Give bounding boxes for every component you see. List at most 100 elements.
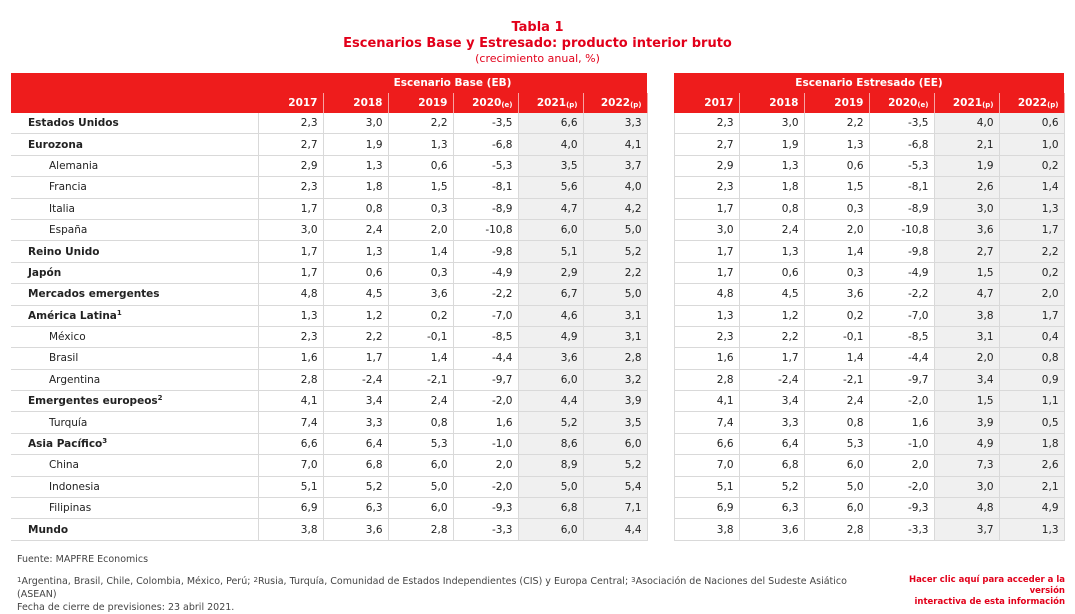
base-value-cell: 1,3	[387, 133, 453, 156]
stress-value-cell: 1,7	[673, 198, 739, 220]
stress-value-cell: 3,4	[933, 369, 999, 392]
header-blank-2	[11, 93, 258, 113]
row-label-text: Filipinas	[49, 502, 92, 515]
stress-value-cell: -0,1	[803, 326, 869, 349]
table-row: Japón 1,7 0,6 0,3 -4,9 2,9 2,2 1,7 0,6 0,3 -4,9 1,5…	[11, 262, 1065, 285]
base-value-cell: 6,3	[322, 497, 388, 520]
year-label: 2020	[888, 97, 918, 109]
base-value-cell: 2,2	[322, 326, 388, 349]
row-label: Emergentes europeos2	[11, 390, 258, 413]
table-row: México 2,3 2,2 -0,1 -8,5 4,9 3,1 2,3 2,2 -0,1 -8,5…	[11, 326, 1065, 349]
base-value-cell: 5,6	[517, 176, 583, 199]
base-value-cell: 1,3	[322, 240, 388, 263]
base-value-cell: 4,5	[322, 283, 388, 306]
stress-value-cell: 1,6	[868, 411, 934, 434]
base-value-cell: 1,8	[322, 176, 388, 199]
base-value-cell: 6,8	[517, 497, 583, 520]
stress-value-cell: -9,7	[868, 369, 934, 392]
stress-value-cell: 1,4	[803, 347, 869, 370]
year-qualifier: (e)	[917, 101, 929, 109]
stress-value-cell: -8,1	[868, 176, 934, 199]
table-row: Mundo 3,8 3,6 2,8 -3,3 6,0 4,4 3,8 3,6 2,8 -3,3 3,7…	[11, 518, 1065, 541]
stress-value-cell: -8,5	[868, 326, 934, 349]
stress-value-cell: 0,2	[803, 305, 869, 327]
stress-value-cell: -10,8	[868, 219, 934, 242]
stress-value-cell: -6,8	[868, 133, 934, 156]
stress-value-cell: 0,6	[738, 262, 804, 285]
row-label: China	[11, 454, 258, 477]
base-value-cell: 2,0	[452, 454, 518, 477]
row-gap	[647, 476, 674, 498]
row-gap	[647, 433, 674, 455]
link-line-1: Hacer clic aquí para acceder a la versió…	[908, 575, 1065, 596]
base-value-cell: 1,6	[257, 347, 323, 370]
stress-value-cell: 3,9	[933, 411, 999, 434]
base-value-cell: 6,8	[322, 454, 388, 477]
base-value-cell: 3,9	[582, 390, 648, 413]
base-value-cell: 3,6	[322, 518, 388, 541]
base-value-cell: 8,6	[517, 433, 583, 456]
base-value-cell: 5,1	[517, 240, 583, 263]
stress-value-cell: 0,8	[738, 198, 804, 220]
base-value-cell: -9,7	[452, 369, 518, 392]
stress-value-cell: 1,9	[933, 155, 999, 178]
footnote-list: 1Argentina, Brasil, Chile, Colombia, Méx…	[17, 576, 847, 600]
table-title: Escenarios Base y Estresado: producto in…	[343, 36, 732, 51]
base-value-cell: -6,8	[452, 133, 518, 156]
scenario-stress-header: Escenario Estresado (EE)	[674, 73, 1064, 93]
stress-value-cell: 2,4	[738, 219, 804, 242]
year-qualifier: (p)	[982, 101, 994, 109]
base-value-cell: 1,7	[322, 347, 388, 370]
base-year-header-3: 2020(e)	[453, 93, 519, 113]
base-value-cell: 1,2	[322, 305, 388, 327]
stress-value-cell: -4,9	[868, 262, 934, 285]
stress-value-cell: -2,4	[738, 369, 804, 392]
row-label: Asia Pacífico3	[11, 433, 258, 456]
base-value-cell: 6,9	[257, 497, 323, 520]
row-label-text: Indonesia	[49, 480, 100, 493]
base-value-cell: 2,9	[257, 155, 323, 178]
stress-value-cell: 5,3	[803, 433, 869, 456]
stress-value-cell: 5,1	[673, 476, 739, 499]
stress-value-cell: 2,4	[803, 390, 869, 413]
stress-year-header-5: 2022(p)	[999, 93, 1065, 113]
table-row: Italia 1,7 0,8 0,3 -8,9 4,7 4,2 1,7 0,8 0,3 -8,9 3,…	[11, 198, 1065, 220]
base-year-header-4: 2021(p)	[518, 93, 584, 113]
stress-value-cell: 6,0	[803, 497, 869, 520]
footnote-number: 1	[17, 576, 22, 584]
stress-value-cell: 3,1	[933, 326, 999, 349]
stress-value-cell: 2,7	[673, 133, 739, 156]
base-value-cell: 6,4	[322, 433, 388, 456]
stress-value-cell: 6,4	[738, 433, 804, 456]
stress-value-cell: -5,3	[868, 155, 934, 178]
base-value-cell: 4,0	[517, 133, 583, 156]
stress-value-cell: 3,6	[803, 283, 869, 306]
base-value-cell: 4,7	[517, 198, 583, 220]
base-value-cell: 7,0	[257, 454, 323, 477]
base-value-cell: -0,1	[387, 326, 453, 349]
year-header-gap	[647, 93, 674, 113]
stress-value-cell: 1,7	[998, 305, 1065, 327]
stress-value-cell: 3,6	[933, 219, 999, 242]
stress-value-cell: 1,3	[738, 155, 804, 178]
footnote-number: 3	[631, 576, 636, 584]
base-value-cell: 6,0	[517, 219, 583, 242]
base-value-cell: 2,3	[257, 326, 323, 349]
base-value-cell: 4,4	[517, 390, 583, 413]
base-value-cell: 2,3	[257, 176, 323, 199]
base-value-cell: 4,9	[517, 326, 583, 349]
base-value-cell: -9,8	[452, 240, 518, 263]
base-value-cell: 0,8	[387, 411, 453, 434]
interactive-version-link[interactable]: Hacer clic aquí para acceder a la versió…	[880, 575, 1065, 608]
stress-value-cell: 2,2	[738, 326, 804, 349]
year-label: 2017	[288, 97, 318, 109]
table-row: Francia 2,3 1,8 1,5 -8,1 5,6 4,0 2,3 1,8 1,5 -8,1 2…	[11, 176, 1065, 199]
base-value-cell: -3,3	[452, 518, 518, 541]
base-value-cell: -2,0	[452, 390, 518, 413]
table-row: Turquía 7,4 3,3 0,8 1,6 5,2 3,5 7,4 3,3 0,8 1,6 3,9…	[11, 411, 1065, 434]
base-value-cell: 3,8	[257, 518, 323, 541]
base-value-cell: 3,2	[582, 369, 648, 392]
base-value-cell: -2,1	[387, 369, 453, 392]
stress-value-cell: 3,0	[738, 113, 804, 135]
base-value-cell: 7,4	[257, 411, 323, 434]
